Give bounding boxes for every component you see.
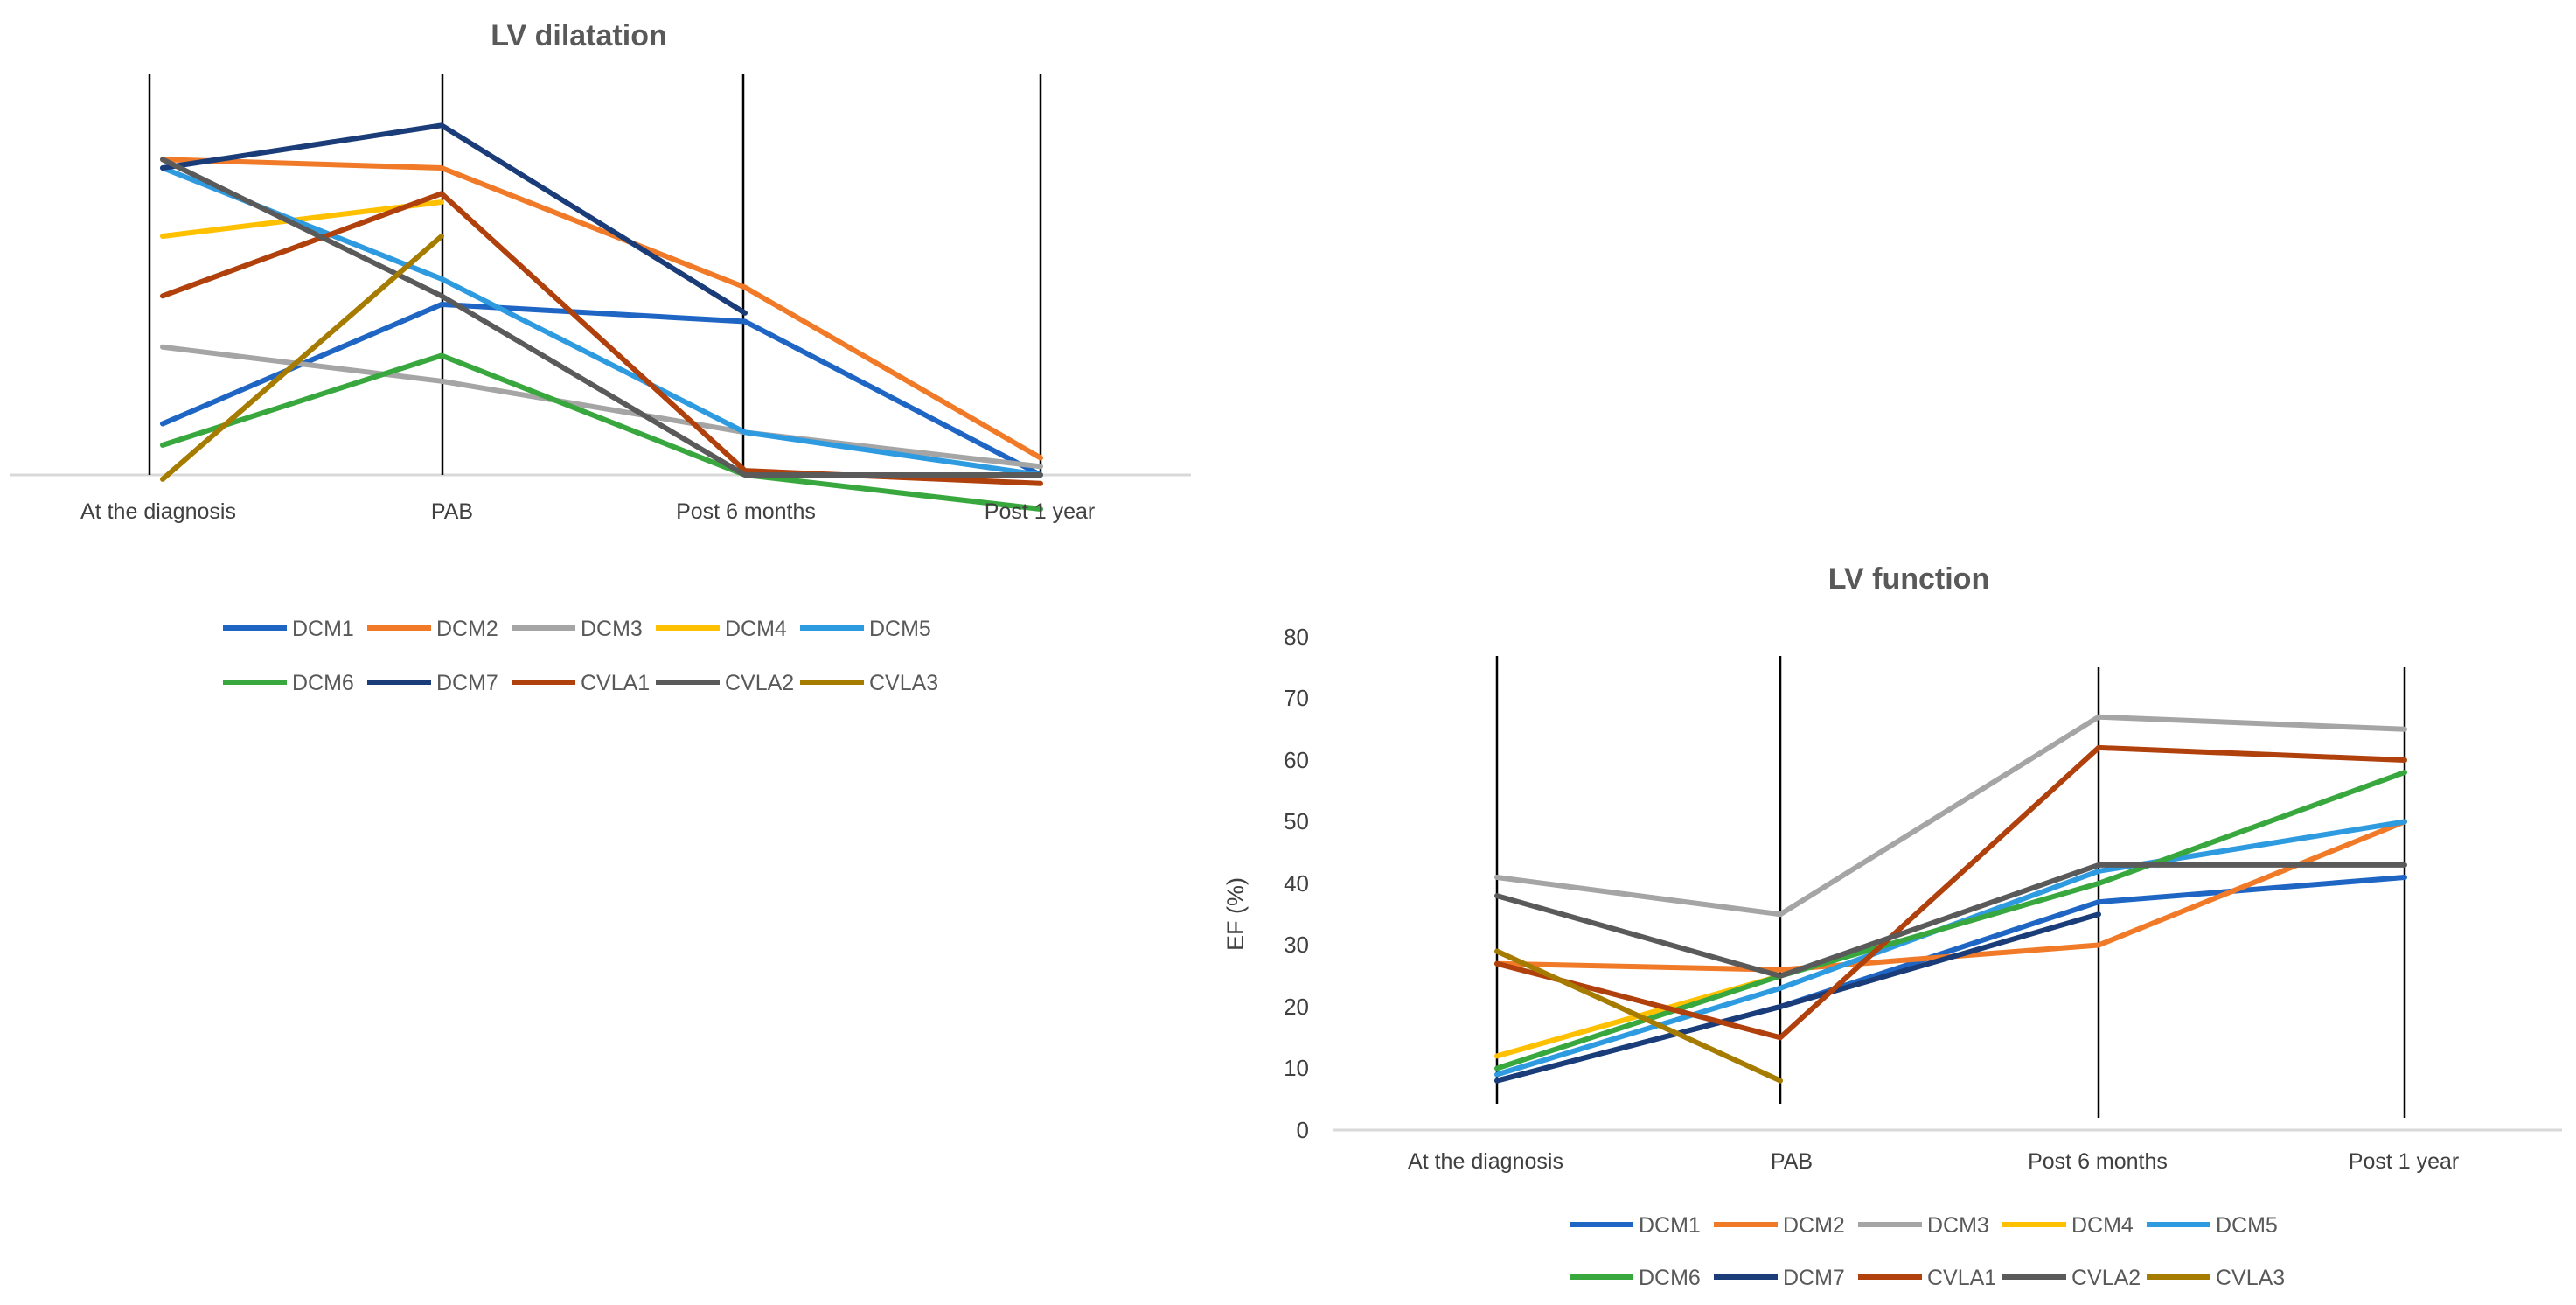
x-tick-label: Post 1 year: [2349, 1149, 2459, 1174]
y-tick-label: 30: [1284, 932, 1309, 958]
series-line-dcm6: [160, 352, 1043, 512]
x-tick-label: Post 6 months: [676, 499, 816, 524]
legend-label: DCM5: [2216, 1213, 2278, 1238]
chart-lv-function: LV function EF (%) 0 10 20 30 40 50 60 7…: [1222, 562, 2562, 1290]
x-tick-label: PAB: [431, 499, 473, 524]
series-line-dcm4: [160, 199, 444, 239]
y-axis-title: EF (%): [1222, 877, 1249, 951]
series-line-cvla3: [1494, 948, 1783, 1084]
y-tick-label: 20: [1284, 994, 1309, 1020]
x-tick-label: At the diagnosis: [1408, 1149, 1563, 1174]
legend-label: DCM3: [1927, 1213, 1989, 1238]
series-line-cvla3: [160, 234, 444, 482]
y-tick-label: 40: [1284, 870, 1309, 897]
series-line-cvla1: [1494, 744, 2407, 1041]
series-line-dcm5: [160, 165, 1043, 478]
series-line-dcm3: [160, 344, 1043, 470]
y-tick-label: 60: [1284, 747, 1309, 773]
series-line-dcm7: [160, 122, 748, 316]
y-tick-label: 50: [1284, 808, 1309, 834]
series-line-dcm2: [160, 157, 1043, 461]
series-line-dcm3: [1494, 714, 2407, 918]
legend-label: DCM5: [869, 617, 931, 641]
y-tick-label: 80: [1284, 624, 1309, 650]
chart-lv-dilatation: LV dilatation At the diagnosis PAB Post …: [10, 19, 1191, 695]
x-tick-label: Post 1 year: [985, 499, 1095, 524]
legend-function: DCM1 DCM2 DCM3 DCM4 DCM5 DCM6 DCM7 CVLA1…: [1570, 1213, 2285, 1290]
series-line-cvla2: [1494, 862, 2407, 979]
series-line-dcm1: [1494, 875, 2407, 1084]
legend-label: DCM1: [1639, 1213, 1701, 1238]
y-tick-label: 70: [1284, 685, 1309, 711]
legend-label: CVLA2: [2071, 1266, 2141, 1290]
chart-title-dilatation: LV dilatation: [491, 19, 666, 52]
series-line-cvla1: [160, 191, 1043, 486]
series-line-dcm2: [1494, 819, 2407, 973]
series-line-dcm7: [1494, 911, 2101, 1084]
legend-label: CVLA1: [581, 671, 650, 695]
y-tick-label: 10: [1284, 1055, 1309, 1081]
x-tick-label: Post 6 months: [2028, 1149, 2168, 1174]
legend-label: CVLA2: [725, 671, 794, 695]
series-line-cvla2: [160, 157, 1043, 478]
legend-label: CVLA3: [869, 671, 938, 695]
x-tick-label: At the diagnosis: [80, 499, 236, 524]
y-tick-label: 0: [1297, 1117, 1309, 1143]
legend-label: DCM6: [1639, 1266, 1701, 1290]
legend-label: DCM7: [1783, 1266, 1845, 1290]
legend-label: DCM2: [436, 617, 498, 641]
legend-label: CVLA3: [2216, 1266, 2285, 1290]
legend-label: DCM3: [581, 617, 643, 641]
legend-label: DCM4: [2071, 1213, 2134, 1238]
x-tick-label: PAB: [1771, 1149, 1813, 1174]
legend-label: CVLA1: [1927, 1266, 1996, 1290]
legend-label: DCM4: [725, 617, 787, 641]
legend-dilatation: DCM1 DCM2 DCM3 DCM4 DCM5 DCM6 DCM7 CVLA1…: [223, 617, 938, 695]
legend-label: DCM6: [292, 671, 354, 695]
legend-label: DCM7: [436, 671, 498, 695]
chart-title-function: LV function: [1828, 562, 1989, 596]
legend-label: DCM2: [1783, 1213, 1845, 1238]
series-line-dcm6: [1494, 770, 2407, 1071]
legend-label: DCM1: [292, 617, 354, 641]
